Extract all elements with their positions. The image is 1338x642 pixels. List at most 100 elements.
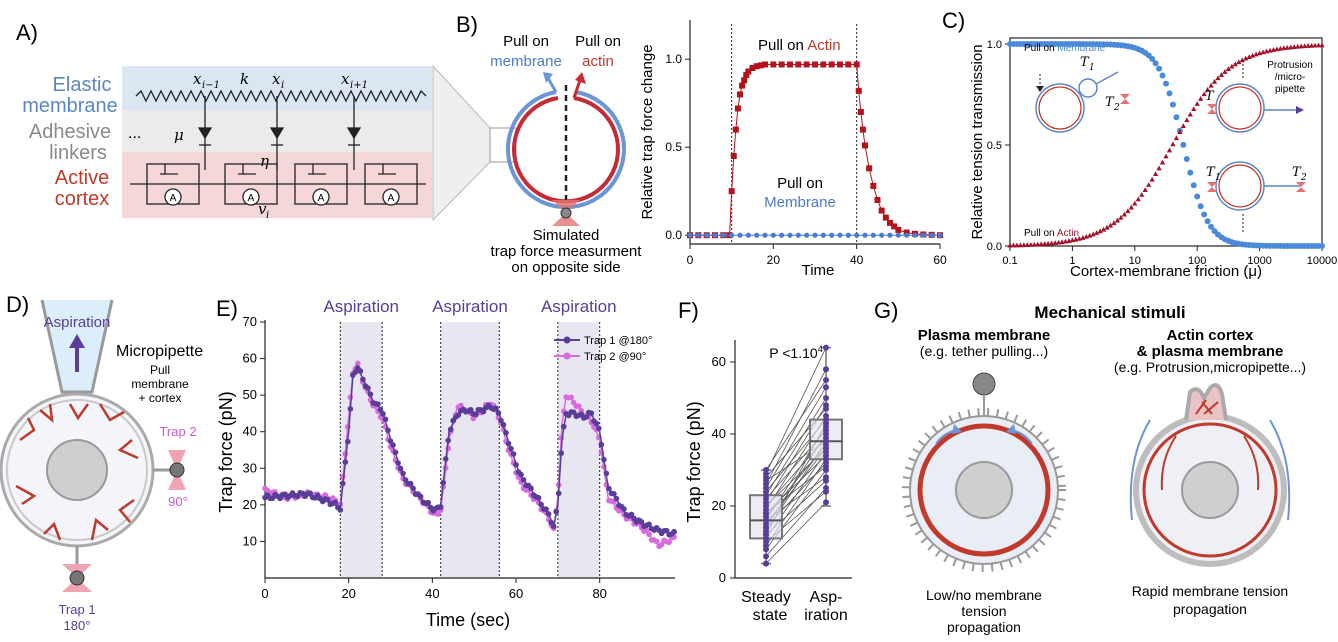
c-xtick-label: 10: [1129, 255, 1141, 267]
motor-label-1: A: [170, 193, 177, 204]
e-point-trap1: [601, 456, 607, 463]
c-point-actin: [1288, 44, 1294, 50]
trap2-beam: [168, 450, 186, 490]
panel-a: A) Elastic membrane Adhesive linkers Act…: [16, 20, 491, 222]
c-point-actin: [1302, 43, 1308, 49]
b-point-actin: [770, 61, 777, 68]
e-point-trap1: [473, 411, 479, 418]
b-point-actin: [787, 61, 793, 68]
g-spike: [999, 561, 1004, 571]
c-point-membrane: [1173, 114, 1180, 121]
trap1-bead: [69, 570, 85, 586]
e-point-trap1: [553, 508, 559, 515]
plot-f-ylabel: Trap force (pN): [684, 401, 704, 522]
c-point-actin: [1205, 86, 1211, 92]
f-point-aspiration: [823, 452, 829, 459]
f-point-steady: [763, 510, 769, 517]
f-point-aspiration: [823, 405, 829, 412]
e-point-trap1: [513, 461, 519, 468]
e-point-trap1: [508, 445, 514, 452]
e-point-trap1: [377, 406, 384, 413]
g-spike: [1004, 411, 1009, 420]
e-point-trap2: [575, 403, 582, 409]
annot-membrane-2: Membrane: [764, 194, 836, 211]
e-ytick-label: 50: [243, 387, 257, 402]
c-point-actin: [1295, 43, 1301, 49]
b-point-actin: [778, 61, 785, 68]
sym-k: k: [240, 70, 249, 88]
c-point-actin: [1135, 196, 1141, 202]
c-point-actin: [1284, 44, 1290, 50]
c-point-membrane: [1152, 60, 1159, 67]
panel-e: E) Aspiration Aspiration Aspiration 0 20 40 6…: [216, 296, 677, 630]
c-point-membrane: [1201, 211, 1208, 218]
e-point-trap1: [560, 423, 567, 430]
c-point-actin: [1038, 241, 1044, 247]
svg-text:T: T: [1205, 89, 1215, 104]
c-point-actin: [1146, 182, 1152, 187]
e-point-trap1: [387, 438, 394, 444]
aspiration-label-d: Aspiration: [44, 314, 111, 331]
e-point-trap1: [510, 451, 517, 457]
c-point-actin: [1319, 42, 1325, 48]
g-spike: [1028, 424, 1036, 433]
c-point-actin: [1305, 43, 1311, 48]
b-point-actin: [757, 62, 764, 69]
g-spike: [961, 561, 966, 570]
c-point-actin: [1049, 240, 1055, 246]
b-point-membrane: [787, 232, 793, 238]
g-left-cap-2: tension: [961, 603, 1006, 619]
g-spike: [903, 504, 912, 509]
plot-e-xlabel: Time (sec): [426, 610, 510, 630]
e-point-trap1: [392, 449, 399, 456]
c-xtick-label: 1: [1069, 255, 1075, 267]
svg-text:T: T: [1105, 95, 1115, 110]
c-xtick-label: 10000: [1307, 255, 1338, 267]
f-point-aspiration: [823, 344, 829, 351]
b-point-membrane: [895, 232, 901, 238]
g-spike: [902, 495, 911, 499]
b-point-actin: [895, 226, 902, 233]
e-point-trap1: [555, 490, 562, 497]
panel-g-label: G): [874, 298, 898, 323]
b-point-actin: [857, 109, 864, 115]
b-point-actin: [859, 126, 866, 133]
b-point-actin: [753, 63, 760, 70]
e-point-trap1: [385, 427, 391, 434]
nucleus-d: [46, 439, 108, 501]
g-right-cap-1: Rapid membrane tension: [1132, 583, 1288, 599]
f-pair-line: [765, 379, 827, 471]
g-spike: [1052, 515, 1061, 521]
g-spike: [909, 521, 918, 527]
sym-v-i-sub: i: [266, 210, 269, 221]
c-point-actin: [1208, 82, 1214, 88]
e-point-trap1: [550, 523, 557, 530]
c-point-actin: [1298, 43, 1304, 49]
g-spike: [990, 563, 994, 572]
c-point-actin: [1118, 214, 1124, 220]
row-label-cortex-1: Active: [55, 167, 109, 189]
g-spike: [1038, 538, 1046, 546]
g-right-title-2: & plasma membrane: [1137, 343, 1284, 360]
panel-c-label: C): [942, 8, 965, 33]
pull-text-3: + cortex: [138, 391, 181, 405]
legend-e-trap2: Trap 2 @90°: [584, 351, 646, 363]
c-point-actin: [1218, 72, 1225, 77]
b-point-actin: [891, 223, 898, 230]
f-point-aspiration: [823, 463, 829, 470]
e-point-trap1: [437, 504, 444, 510]
plot-e-ylabel: Trap force (pN): [216, 391, 236, 512]
b-point-membrane: [870, 232, 876, 238]
c-point-actin: [1014, 242, 1020, 248]
e-point-trap1: [332, 499, 339, 506]
f-point-aspiration: [823, 395, 829, 401]
f-point-aspiration: [823, 420, 829, 427]
e-point-trap1: [588, 410, 595, 417]
b-point-actin: [845, 61, 852, 68]
e-point-trap1: [638, 519, 645, 525]
row-label-linkers-1: Adhesive: [29, 121, 111, 143]
f-point-aspiration: [823, 438, 829, 445]
c-point-actin: [1114, 217, 1121, 223]
e-point-trap1: [621, 506, 627, 512]
c-xtick-label: 0.1: [1002, 255, 1017, 267]
